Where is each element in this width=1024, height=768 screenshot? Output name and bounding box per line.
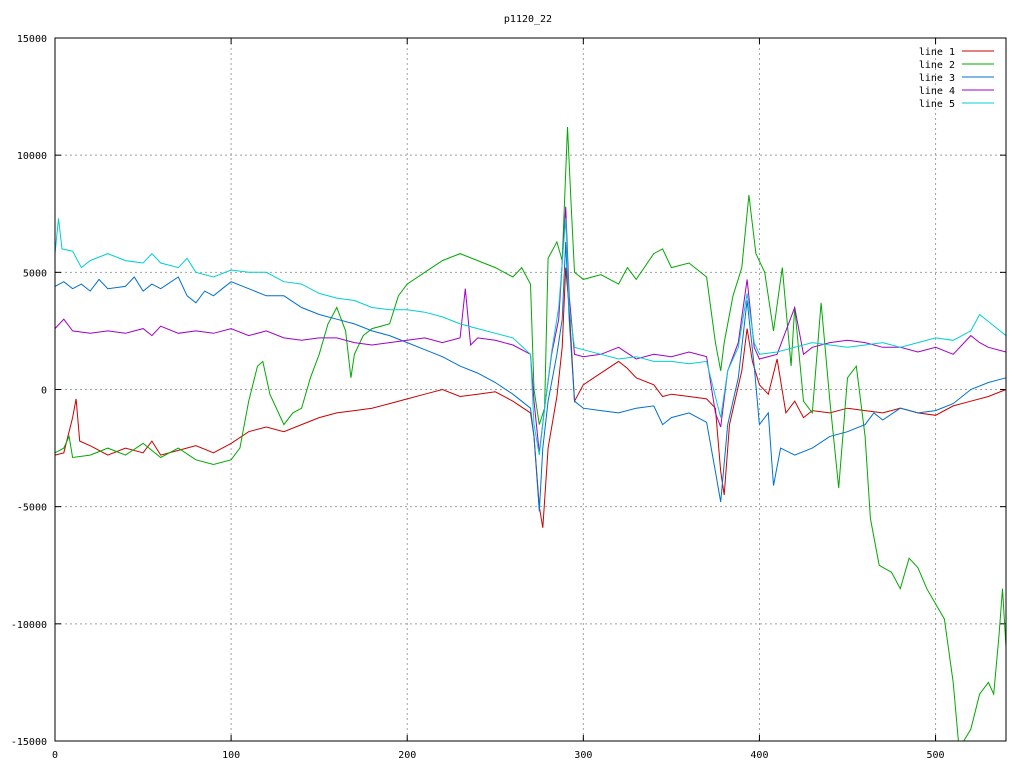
x-tick-label: 0 [52, 750, 58, 761]
axes: 0 100 200 300 400 500 -15000 -10000 -5000 0 5000 10… [11, 34, 1006, 761]
y-tick-label: 10000 [17, 151, 47, 162]
x-tick-label: 300 [574, 750, 592, 761]
x-tick-label: 200 [398, 750, 416, 761]
chart-title: p1120_22 [504, 14, 552, 25]
series-line-3 [54, 241, 1007, 512]
plot-frame [54, 37, 1007, 742]
legend-label-5: line 5 [919, 99, 955, 110]
y-tick-label: -10000 [11, 620, 47, 631]
x-tick-label: 500 [927, 750, 945, 761]
series-line-2 [54, 126, 1007, 742]
series-line-1 [54, 267, 1007, 528]
grid [55, 38, 1006, 741]
y-tick-label: -5000 [17, 503, 47, 514]
series-line-5 [54, 218, 1007, 456]
legend-label-1: line 1 [919, 47, 955, 58]
x-tick-label: 100 [222, 750, 240, 761]
y-tick-label: 5000 [23, 268, 47, 279]
y-tick-label: 15000 [17, 34, 47, 45]
x-tick-label: 400 [750, 750, 768, 761]
legend-label-3: line 3 [919, 73, 955, 84]
series-group [54, 126, 1007, 742]
legend-label-4: line 4 [919, 86, 955, 97]
legend: line 1 line 2 line 3 line 4 line 5 [919, 47, 994, 110]
y-tick-label: 0 [41, 386, 47, 397]
y-tick-label: -15000 [11, 737, 47, 748]
legend-label-2: line 2 [919, 60, 955, 71]
